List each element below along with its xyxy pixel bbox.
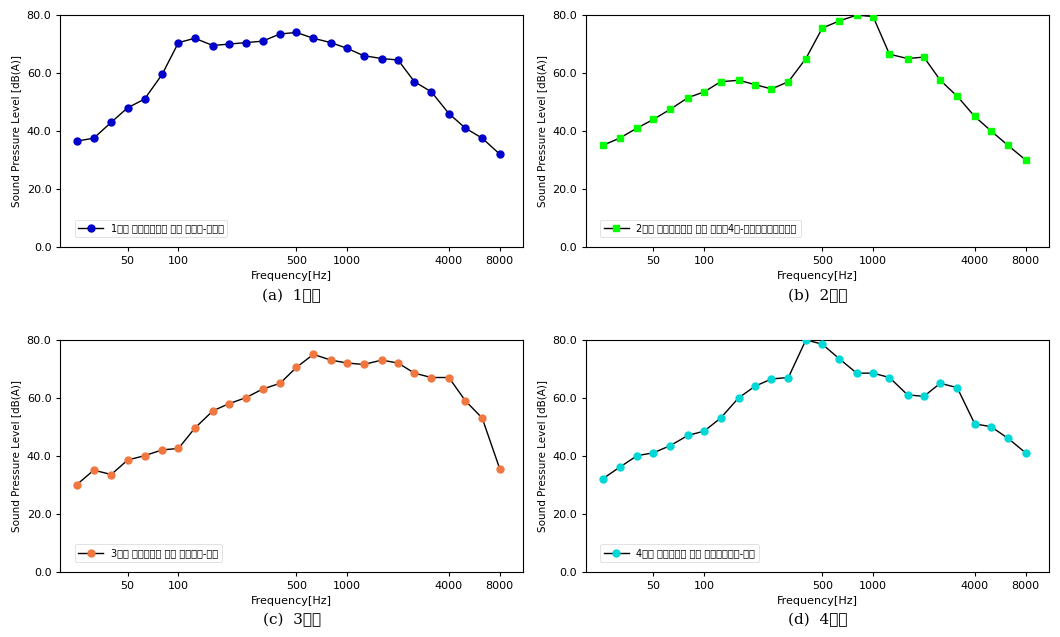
Y-axis label: Sound Pressure Level [dB(A)]: Sound Pressure Level [dB(A)] [537, 55, 547, 207]
Text: (c)  3호선: (c) 3호선 [263, 613, 321, 627]
Legend: 2호선 비혼잡시간대 최선 을지로4가-동대문역사문화공원: 2호선 비혼잡시간대 최선 을지로4가-동대문역사문화공원 [600, 220, 800, 237]
Y-axis label: Sound Pressure Level [dB(A)]: Sound Pressure Level [dB(A)] [11, 380, 21, 532]
Legend: 4호선 혼잡시간대 상행 성신여대입구-길음: 4호선 혼잡시간대 상행 성신여대입구-길음 [600, 544, 759, 562]
Legend: 3호선 혼잡시간대 하행 경찰병원-오금: 3호선 혼잡시간대 하행 경찰병원-오금 [74, 544, 222, 562]
X-axis label: Frequency[Hz]: Frequency[Hz] [777, 596, 859, 606]
Text: (b)  2호선: (b) 2호선 [788, 289, 847, 303]
Legend: 1호선 비혼잡시간대 하행 청량리-제기동: 1호선 비혼잡시간대 하행 청량리-제기동 [74, 220, 228, 237]
Y-axis label: Sound Pressure Level [dB(A)]: Sound Pressure Level [dB(A)] [537, 380, 547, 532]
X-axis label: Frequency[Hz]: Frequency[Hz] [777, 271, 859, 282]
X-axis label: Frequency[Hz]: Frequency[Hz] [251, 271, 332, 282]
Y-axis label: Sound Pressure Level [dB(A)]: Sound Pressure Level [dB(A)] [11, 55, 21, 207]
Text: (a)  1호선: (a) 1호선 [263, 289, 321, 303]
Text: (d)  4호선: (d) 4호선 [788, 613, 847, 627]
X-axis label: Frequency[Hz]: Frequency[Hz] [251, 596, 332, 606]
